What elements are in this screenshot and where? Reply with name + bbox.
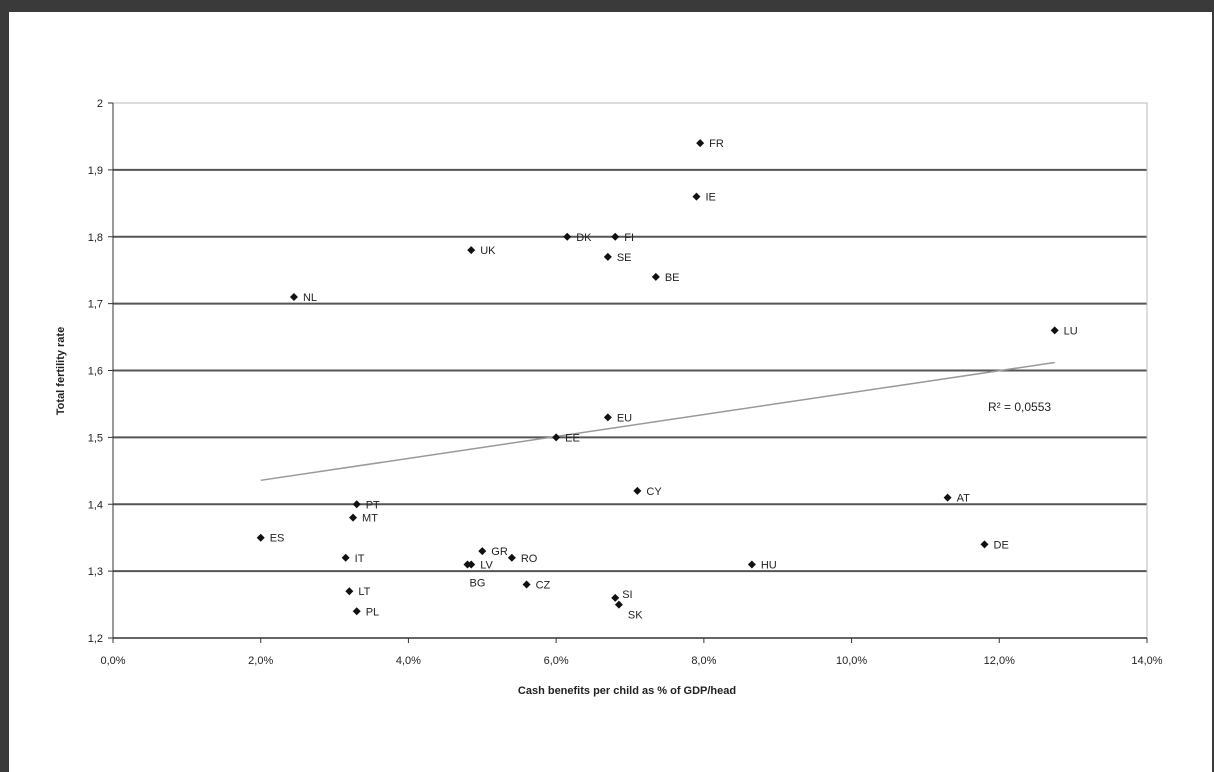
x-tick-label: 0,0%: [100, 655, 125, 667]
point-label-ee: EE: [565, 432, 580, 444]
point-label-cz: CZ: [536, 580, 551, 592]
trendline-group: [260, 361, 1055, 482]
axes: 1,2 1,3 1,4 1,5 1,6 1,7 1,8 1,9 2 0,0% 2,0% 4,0% 6,0…: [88, 98, 1163, 667]
y-tick-label: 2: [97, 98, 103, 110]
data-point-cz: [522, 580, 531, 589]
trendline: [260, 361, 1055, 482]
point-label-hu: HU: [761, 559, 777, 571]
y-tick-label: 1,5: [88, 432, 103, 444]
point-label-gr: GR: [491, 546, 508, 558]
point-label-lu: LU: [1064, 325, 1078, 337]
gridlines: [113, 168, 1147, 573]
point-label-ro: RO: [521, 553, 538, 565]
point-label-lv: LV: [480, 559, 493, 571]
point-label-fr: FR: [709, 138, 724, 150]
data-point-mt: [349, 513, 358, 522]
data-point-ro: [507, 553, 516, 562]
data-point-it: [341, 553, 350, 562]
data-point-pt: [352, 500, 361, 509]
data-point-hu: [747, 560, 756, 569]
point-label-si: SI: [622, 589, 632, 601]
data-point-dk: [563, 232, 572, 241]
right-frame-line: [1212, 12, 1214, 772]
top-frame-bar: [0, 0, 1214, 12]
point-label-be: BE: [665, 272, 680, 284]
y-tick-label: 1,7: [88, 299, 103, 311]
data-point-eu: [603, 413, 612, 422]
data-point-ie: [692, 192, 701, 201]
data-point-se: [603, 252, 612, 261]
data-point-bg: [463, 560, 472, 569]
data-point-gr: [478, 547, 487, 556]
x-tick-label: 14,0%: [1131, 655, 1162, 667]
data-point-pl: [352, 607, 361, 616]
y-tick-label: 1,2: [88, 633, 103, 645]
y-tick-label: 1,9: [88, 165, 103, 177]
y-tick-label: 1,8: [88, 232, 103, 244]
point-label-at: AT: [957, 493, 971, 505]
data-point-cy: [633, 486, 642, 495]
point-label-se: SE: [617, 252, 632, 264]
x-tick-label: 6,0%: [544, 655, 569, 667]
point-label-lt: LT: [358, 586, 370, 598]
x-tick-label: 4,0%: [396, 655, 421, 667]
y-tick-label: 1,3: [88, 566, 103, 578]
x-tick-label: 10,0%: [836, 655, 867, 667]
data-point-es: [256, 533, 265, 542]
point-label-eu: EU: [617, 412, 632, 424]
point-label-pl: PL: [366, 606, 379, 618]
r-squared-annotation: R² = 0,0553: [988, 400, 1051, 414]
data-point-fi: [611, 232, 620, 241]
x-axis-title: Cash benefits per child as % of GDP/head: [518, 685, 736, 697]
x-tick-label: 12,0%: [984, 655, 1015, 667]
data-points: [256, 139, 1059, 616]
data-point-fr: [696, 139, 705, 148]
left-frame-bar: [0, 12, 9, 772]
point-label-cy: CY: [646, 486, 662, 498]
point-label-es: ES: [270, 533, 285, 545]
x-tick-label: 8,0%: [691, 655, 716, 667]
point-label-bg: BG: [470, 577, 486, 589]
point-label-mt: MT: [362, 513, 378, 525]
point-label-fi: FI: [624, 232, 634, 244]
point-labels: FR IE DK FI UK SE BE NL LU EU EE CY AT PT MT ES DE GR IT RO…: [270, 138, 1078, 621]
data-point-at: [943, 493, 952, 502]
point-label-pt: PT: [366, 499, 380, 511]
data-point-lt: [345, 587, 354, 596]
data-point-nl: [289, 292, 298, 301]
y-axis-title: Total fertility rate: [55, 327, 67, 415]
data-point-ee: [552, 433, 561, 442]
data-point-de: [980, 540, 989, 549]
point-label-dk: DK: [576, 232, 592, 244]
y-tick-label: 1,4: [88, 499, 103, 511]
point-label-nl: NL: [303, 292, 317, 304]
data-point-si: [611, 593, 620, 602]
data-point-be: [651, 272, 660, 281]
data-point-uk: [467, 246, 476, 255]
point-label-de: DE: [994, 539, 1009, 551]
data-point-lu: [1050, 326, 1059, 335]
point-label-it: IT: [355, 553, 365, 565]
point-label-ie: IE: [705, 192, 715, 204]
data-point-sk: [614, 600, 623, 609]
y-tick-label: 1,6: [88, 366, 103, 378]
point-label-sk: SK: [628, 610, 643, 622]
point-label-uk: UK: [480, 245, 496, 257]
x-tick-label: 2,0%: [248, 655, 273, 667]
